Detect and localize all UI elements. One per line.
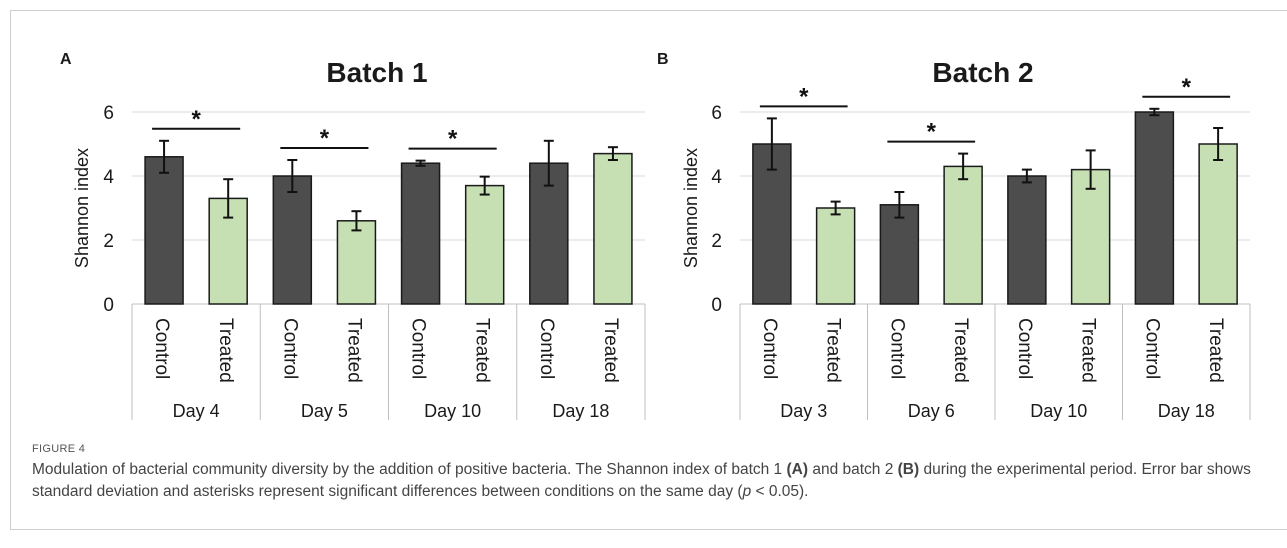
caption-part: during the experimental period. Error ba…	[32, 461, 1251, 500]
category-label: Control	[536, 318, 557, 379]
caption-part: Modulation of bacterial community divers…	[32, 461, 787, 478]
treated-bar	[336, 220, 377, 305]
day-label: Day 5	[301, 401, 348, 421]
treated-bar	[943, 165, 983, 305]
significance-asterisk: *	[191, 106, 201, 133]
day-label: Day 18	[1158, 401, 1215, 421]
category-label: Control	[279, 318, 300, 379]
day-label: Day 6	[908, 401, 955, 421]
control-bar	[144, 156, 184, 305]
treated-bar	[815, 207, 856, 305]
category-label: Treated	[950, 318, 971, 383]
significance-asterisk: *	[1182, 74, 1192, 101]
day-label: Day 18	[552, 401, 609, 421]
control-bar	[879, 204, 920, 305]
significance-asterisk: *	[320, 125, 330, 152]
caption-part: p	[742, 483, 752, 500]
treated-bar	[208, 197, 248, 305]
treated-bar	[1070, 168, 1111, 305]
figure-caption: Modulation of bacterial community divers…	[32, 459, 1252, 503]
y-tick-label: 0	[103, 295, 114, 316]
category-label: Control	[408, 318, 429, 379]
category-label: Control	[886, 318, 907, 379]
category-label: Treated	[343, 318, 364, 383]
control-bar	[400, 162, 441, 305]
treated-bar	[593, 152, 633, 305]
day-label: Day 10	[424, 401, 481, 421]
chart-panel-b: B Batch 2 0 2 4 6 Shannon index Control Treated D…	[657, 51, 1251, 421]
day-label: Day 3	[780, 401, 827, 421]
y-tick-label: 2	[711, 231, 722, 252]
caption-part: (B)	[897, 461, 920, 478]
category-label: Treated	[823, 318, 844, 383]
category-label: Treated	[215, 318, 236, 383]
figure-label: FIGURE 4	[32, 443, 86, 455]
y-tick-label: 4	[711, 167, 722, 188]
control-bar	[752, 143, 792, 305]
caption-part: and batch 2	[808, 461, 898, 478]
control-bar	[529, 162, 569, 305]
category-label: Treated	[600, 318, 621, 383]
figure-charts: A Batch 1 0 2 4 6 Shannon index Control Treated D…	[60, 51, 1251, 421]
y-axis-label: Shannon index	[681, 148, 701, 268]
category-label: Control	[1141, 318, 1162, 379]
caption-part: (A)	[786, 461, 809, 478]
control-bar	[272, 175, 313, 305]
significance-asterisk: *	[927, 119, 937, 146]
y-tick-label: 6	[711, 103, 722, 124]
control-bar	[1007, 175, 1047, 305]
chart-title: Batch 1	[326, 57, 427, 88]
panel-letter: B	[657, 51, 669, 68]
control-bar	[1134, 111, 1175, 305]
treated-bar	[1198, 143, 1238, 305]
significance-asterisk: *	[799, 83, 809, 110]
chart-title: Batch 2	[932, 57, 1033, 88]
panel-letter: A	[60, 51, 72, 68]
treated-bar	[464, 184, 505, 305]
caption-part: < 0.05).	[751, 483, 809, 500]
y-tick-label: 2	[103, 231, 114, 252]
figure-frame	[10, 10, 1287, 530]
category-label: Control	[1014, 318, 1035, 379]
category-label: Control	[151, 318, 172, 379]
category-label: Treated	[1078, 318, 1099, 383]
day-label: Day 4	[173, 401, 220, 421]
category-label: Treated	[1205, 318, 1226, 383]
y-tick-label: 6	[103, 103, 114, 124]
category-label: Control	[759, 318, 780, 379]
significance-asterisk: *	[448, 126, 458, 153]
y-axis-label: Shannon index	[72, 148, 92, 268]
y-tick-label: 4	[103, 167, 114, 188]
category-label: Treated	[472, 318, 493, 383]
y-tick-label: 0	[711, 295, 722, 316]
chart-panel-a: A Batch 1 0 2 4 6 Shannon index Control Treated D…	[60, 51, 646, 421]
day-label: Day 10	[1030, 401, 1087, 421]
